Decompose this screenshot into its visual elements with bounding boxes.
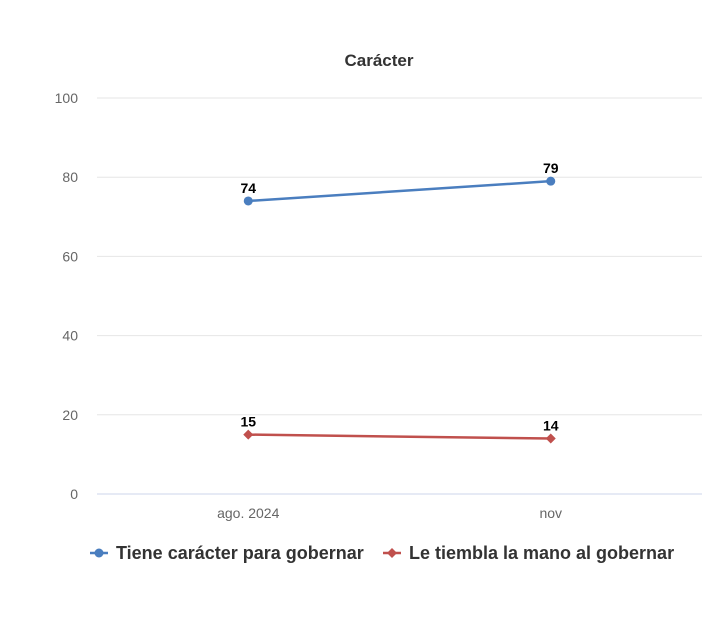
y-tick-label: 40 [62, 328, 78, 344]
y-axis: 0 20 40 60 80 100 [55, 90, 79, 502]
y-tick-label: 100 [55, 90, 79, 106]
data-point[interactable] [243, 196, 253, 206]
data-label: 15 [240, 414, 256, 430]
y-tick-label: 60 [62, 248, 78, 264]
data-label: 74 [240, 180, 256, 196]
legend-item[interactable]: Le tiembla la mano al gobernar [383, 543, 674, 563]
data-label: 79 [543, 160, 559, 176]
legend-marker [387, 548, 397, 558]
x-axis: ago. 2024 nov [217, 505, 562, 521]
data-point[interactable] [545, 433, 556, 444]
legend-marker [94, 548, 104, 558]
data-label: 14 [543, 418, 559, 434]
x-tick-label: nov [539, 505, 562, 521]
legend-item[interactable]: Tiene carácter para gobernar [90, 543, 364, 563]
chart-title: Carácter [345, 51, 414, 70]
legend-label: Le tiembla la mano al gobernar [409, 543, 674, 563]
series-2: 15 14 [240, 414, 559, 444]
data-point[interactable] [546, 176, 556, 186]
legend-label: Tiene carácter para gobernar [116, 543, 364, 563]
series-1: 74 79 [240, 160, 559, 206]
x-tick-label: ago. 2024 [217, 505, 279, 521]
legend[interactable]: Tiene carácter para gobernar Le tiembla l… [90, 543, 674, 563]
series-line [248, 433, 551, 440]
grid [97, 97, 702, 495]
series-line [248, 179, 551, 203]
data-point[interactable] [243, 429, 254, 440]
y-tick-label: 0 [70, 486, 78, 502]
y-tick-label: 20 [62, 407, 78, 423]
y-tick-label: 80 [62, 169, 78, 185]
